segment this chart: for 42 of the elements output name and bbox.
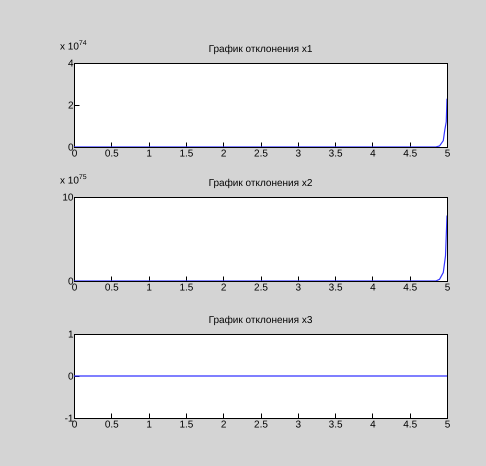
line-series: [74, 214, 447, 281]
x-tick-label: 4: [370, 282, 376, 294]
x-tick-label: 2.5: [254, 420, 268, 430]
x-tick-label: 2: [220, 282, 227, 294]
x-tick-label: 4.5: [403, 148, 418, 160]
x-tick-label: 3.5: [328, 148, 343, 160]
x-tick-label: 4.5: [403, 420, 418, 430]
y-tick-label: 10: [62, 192, 74, 204]
x-tick-label: 4: [370, 420, 376, 430]
x-tick-label: 3.5: [328, 282, 343, 294]
chart-title: График отклонения x3: [208, 315, 313, 326]
x-tick-label: 1: [146, 282, 152, 294]
x-tick-label: 4: [370, 148, 376, 160]
x-tick-label: 1.5: [179, 420, 194, 430]
x-tick-label: 3.5: [328, 420, 343, 430]
x-tick-label: 4.5: [403, 282, 418, 294]
x-tick-label: 1: [146, 420, 152, 430]
x-tick-label: 3: [296, 282, 302, 294]
x-tick-label: 2: [220, 420, 227, 430]
x-tick-label: 2.5: [254, 148, 268, 160]
y-tick-label: 2: [68, 100, 74, 112]
line-series: [74, 98, 447, 147]
x-tick-label: 1.5: [179, 282, 194, 294]
y-tick-label: 0: [68, 372, 74, 382]
x-tick-label: 0.5: [104, 148, 120, 160]
x-tick-label: 0.5: [104, 282, 120, 294]
x-tick-label: 3: [296, 148, 302, 160]
y-tick-label: 1: [68, 330, 74, 340]
chart-title: График отклонения x1: [208, 44, 313, 55]
text: x 10$^{75}$: [60, 174, 87, 186]
x-tick-label: 1.5: [179, 148, 194, 160]
x-tick-label: 0.5: [104, 420, 120, 430]
y-tick-label: 4: [68, 58, 74, 70]
x-tick-label: 2.5: [254, 282, 268, 294]
x-tick-label: 3: [296, 420, 302, 430]
x-tick-label: 5: [444, 420, 451, 430]
x-tick-label: 1: [146, 148, 152, 160]
chart-title: График отклонения x2: [208, 178, 313, 189]
x-tick-label: 5: [444, 282, 451, 294]
text: x 10$^{74}$: [60, 40, 87, 52]
x-tick-label: 2: [220, 148, 227, 160]
x-tick-label: 5: [444, 148, 451, 160]
